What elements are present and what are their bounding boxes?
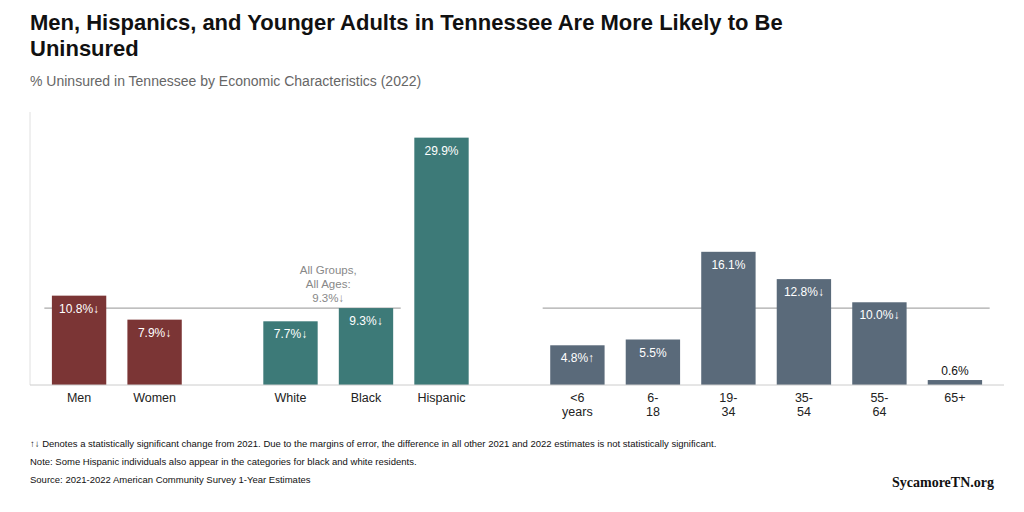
x-tick-label: 35-54 — [795, 391, 813, 419]
text-line: 6- — [647, 391, 658, 405]
y-axis-line — [30, 112, 31, 385]
x-tick-label: Hispanic — [418, 391, 466, 405]
x-tick-label: Black — [351, 391, 382, 405]
x-tick-label: Men — [67, 391, 91, 405]
data-label: 7.7%↓ — [274, 327, 307, 341]
text-line: Uninsured — [30, 36, 139, 61]
reference-label: 9.3%↓ — [312, 292, 344, 304]
source: SycamoreTN.org — [892, 475, 994, 490]
x-tick-label: 55-64 — [870, 391, 888, 419]
bars — [44, 138, 989, 385]
text-line: Women — [133, 391, 176, 405]
data-label: 10.0%↓ — [859, 308, 899, 322]
data-label: 10.8%↓ — [59, 302, 99, 316]
bar — [626, 340, 680, 386]
x-tick-label: 65+ — [944, 391, 965, 405]
bar — [127, 320, 181, 385]
data-label: 0.6% — [941, 364, 969, 378]
bar — [852, 302, 906, 385]
text-line: 19- — [719, 391, 737, 405]
bar — [414, 138, 468, 385]
reference-label: All Ages: — [306, 278, 351, 290]
x-tick-label: 6-18 — [646, 391, 660, 419]
data-label: 12.8%↓ — [784, 285, 824, 299]
text-line: 64 — [872, 405, 886, 419]
reference-label: All Groups, — [300, 264, 357, 276]
footnote: ↑↓ Denotes a statistically significant c… — [30, 438, 716, 449]
text-line: Hispanic — [418, 391, 466, 405]
bar — [928, 380, 982, 385]
text-line: years — [562, 405, 593, 419]
text-line: 55- — [870, 391, 888, 405]
text-line: 65+ — [944, 391, 965, 405]
x-tick-label: White — [275, 391, 307, 405]
title: Men, Hispanics, and Younger Adults in Te… — [30, 10, 783, 61]
data-label: 5.5% — [639, 346, 667, 360]
bar — [339, 308, 393, 385]
chart-container: Men, Hispanics, and Younger Adults in Te… — [0, 0, 1024, 512]
text-line: 34 — [721, 405, 735, 419]
bar — [52, 296, 106, 385]
subtitle: % Uninsured in Tennessee by Economic Cha… — [30, 73, 421, 89]
x-tick-label: Women — [133, 391, 176, 405]
bar — [263, 321, 317, 385]
bar — [550, 345, 604, 385]
data-label: 7.9%↓ — [138, 326, 171, 340]
background — [0, 0, 1024, 512]
text-line: 35- — [795, 391, 813, 405]
footnote: Source: 2021-2022 American Community Sur… — [30, 474, 311, 485]
data-label: 29.9% — [424, 144, 458, 158]
text-line: % Uninsured in Tennessee by Economic Cha… — [30, 73, 421, 89]
data-label: 16.1% — [711, 258, 745, 272]
text-line: 54 — [797, 405, 811, 419]
x-tick-label: 19-34 — [719, 391, 737, 419]
bar — [777, 279, 831, 385]
chart-svg: Men, Hispanics, and Younger Adults in Te… — [0, 0, 1024, 512]
text-line: Men, Hispanics, and Younger Adults in Te… — [30, 10, 783, 35]
text-line: <6 — [570, 391, 584, 405]
text-line: Men — [67, 391, 91, 405]
text-line: White — [275, 391, 307, 405]
bar — [701, 252, 755, 385]
reference-line — [543, 307, 990, 308]
data-label: 4.8%↑ — [561, 351, 594, 365]
footnote: Note: Some Hispanic individuals also app… — [30, 456, 417, 467]
x-tick-label: <6years — [562, 391, 593, 419]
text-line: Black — [351, 391, 382, 405]
x-axis-line — [30, 385, 1004, 386]
data-label: 9.3%↓ — [349, 314, 382, 328]
text-line: 18 — [646, 405, 660, 419]
